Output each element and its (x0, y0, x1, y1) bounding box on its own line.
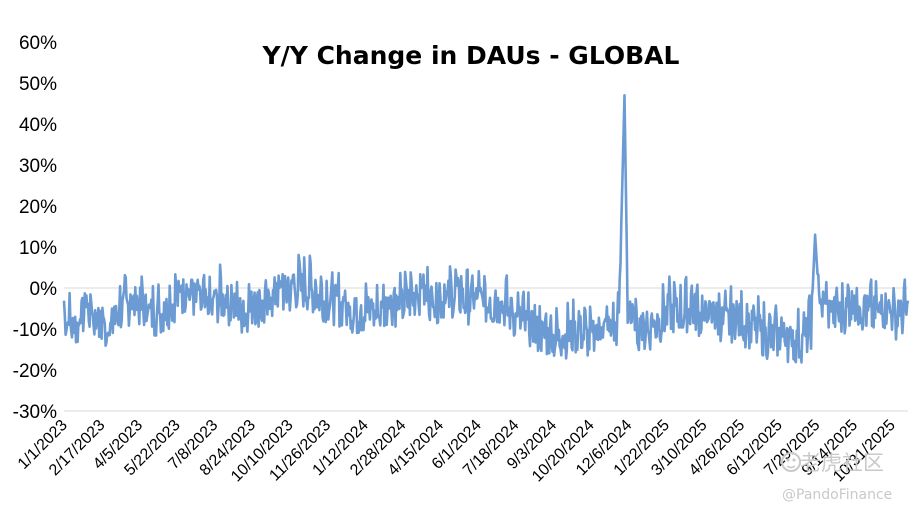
y-tick-label: 20% (19, 197, 57, 218)
series-line (62, 94, 910, 364)
tiger-logo-icon (781, 452, 801, 472)
watermark: 老虎社区 @PandoFinance (781, 451, 892, 503)
y-tick-label: 0% (30, 279, 58, 300)
y-tick-label: 60% (19, 33, 57, 54)
x-axis-ticks: 1/1/20232/17/20234/5/20235/22/20237/8/20… (15, 417, 899, 486)
chart-title: Y/Y Change in DAUs - GLOBAL (262, 41, 680, 70)
watermark-handle: @PandoFinance (782, 487, 892, 503)
y-tick-label: 50% (19, 74, 57, 95)
y-axis-ticks: -30% -20% -10% 0% 10% 20% 30% 40% 50% 60% (13, 33, 57, 423)
y-tick-label: 10% (19, 238, 57, 259)
y-tick-label: -20% (13, 361, 57, 382)
watermark-logo-text: 老虎社区 (800, 451, 884, 475)
y-tick-label: -30% (13, 402, 57, 423)
y-tick-label: -10% (13, 320, 57, 341)
y-tick-label: 40% (19, 115, 57, 136)
y-tick-label: 30% (19, 156, 57, 177)
series-layer (62, 94, 910, 364)
